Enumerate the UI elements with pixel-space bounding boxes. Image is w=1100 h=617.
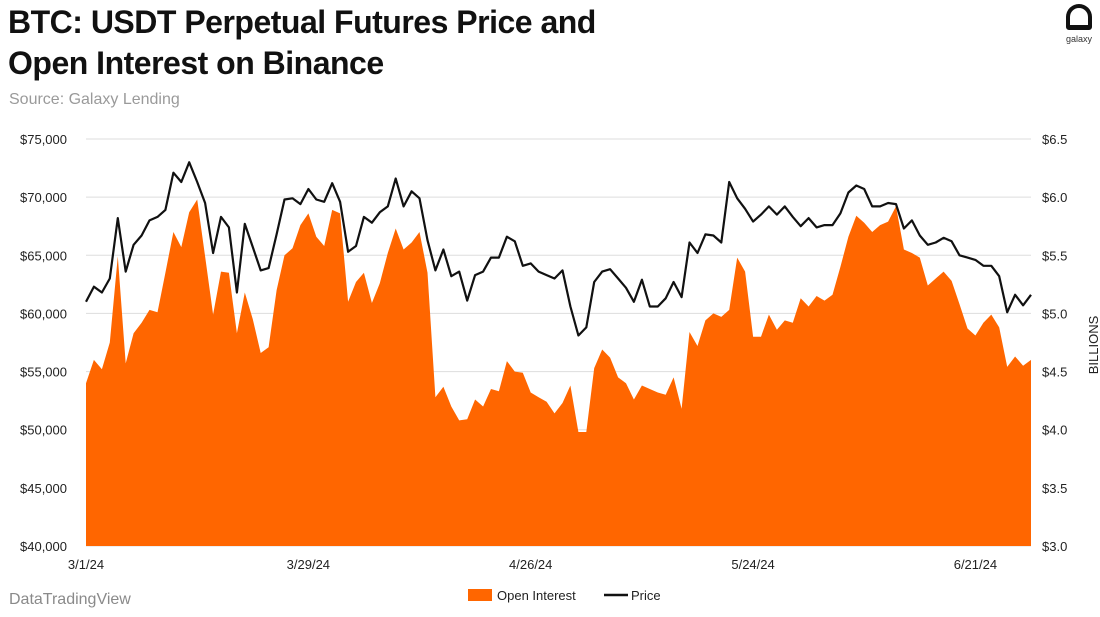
right-axis-ticks: $3.0 $3.5 $4.0 $4.5 $5.0 $5.5 $6.0 $6.5 bbox=[1042, 132, 1067, 554]
right-axis-tick-label: $5.5 bbox=[1042, 248, 1067, 263]
left-axis-tick-label: $65,000 bbox=[20, 248, 67, 263]
right-axis-tick-label: $6.0 bbox=[1042, 190, 1067, 205]
legend-swatch-open-interest bbox=[468, 589, 492, 601]
right-axis-tick-label: $4.0 bbox=[1042, 423, 1067, 438]
left-axis-tick-label: $45,000 bbox=[20, 481, 67, 496]
left-axis-tick-label: $60,000 bbox=[20, 306, 67, 321]
x-axis-tick-label: 6/21/24 bbox=[954, 557, 997, 572]
chart-title: BTC: USDT Perpetual Futures Price and Op… bbox=[8, 2, 596, 84]
left-axis-tick-label: $70,000 bbox=[20, 190, 67, 205]
right-axis-tick-label: $5.0 bbox=[1042, 306, 1067, 321]
left-axis-tick-label: $40,000 bbox=[20, 539, 67, 554]
left-axis-tick-label: $55,000 bbox=[20, 365, 67, 380]
price-line bbox=[85, 161, 1032, 337]
open-interest-area bbox=[86, 199, 1031, 546]
legend: Open Interest Price bbox=[468, 588, 661, 603]
left-axis-tick-label: $75,000 bbox=[20, 132, 67, 147]
legend-label-price: Price bbox=[631, 588, 661, 603]
x-axis-tick-label: 5/24/24 bbox=[731, 557, 774, 572]
x-axis-tick-label: 4/26/24 bbox=[509, 557, 552, 572]
galaxy-logo: galaxy bbox=[1062, 4, 1096, 52]
title-line-1: BTC: USDT Perpetual Futures Price and bbox=[8, 4, 596, 40]
title-line-2: Open Interest on Binance bbox=[8, 45, 384, 81]
left-axis-ticks: $40,000 $45,000 $50,000 $55,000 $60,000 $65,0… bbox=[20, 132, 67, 554]
x-axis-tick-label: 3/29/24 bbox=[287, 557, 330, 572]
right-axis-tick-label: $4.5 bbox=[1042, 365, 1067, 380]
right-axis-label: BILLIONS bbox=[1086, 315, 1100, 374]
right-axis-tick-label: $3.5 bbox=[1042, 481, 1067, 496]
x-axis-ticks: 3/1/24 3/29/24 4/26/24 5/24/24 6/21/24 bbox=[68, 557, 997, 572]
left-axis-tick-label: $50,000 bbox=[20, 423, 67, 438]
galaxy-logo-icon bbox=[1066, 4, 1092, 30]
right-axis-tick-label: $6.5 bbox=[1042, 132, 1067, 147]
logo-text: galaxy bbox=[1065, 34, 1092, 44]
legend-label-open-interest: Open Interest bbox=[497, 588, 576, 603]
source-note: Source: Galaxy Lending bbox=[9, 91, 180, 108]
right-axis-tick-label: $3.0 bbox=[1042, 539, 1067, 554]
x-axis-tick-label: 3/1/24 bbox=[68, 557, 104, 572]
footer-watermark: DataTradingView bbox=[9, 591, 131, 608]
